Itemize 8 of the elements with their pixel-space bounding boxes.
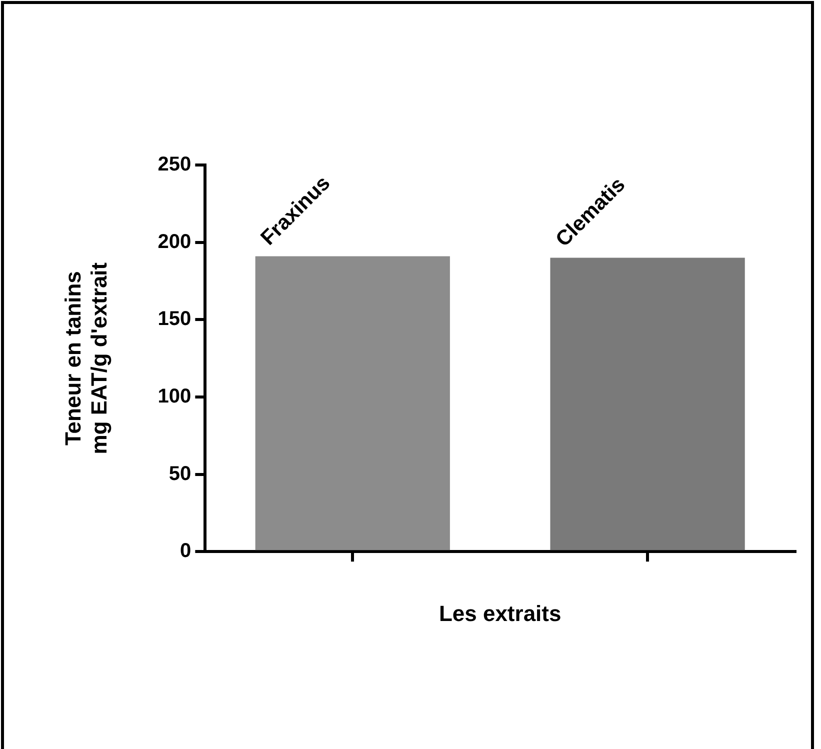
x-axis-title: Les extraits [438,600,562,626]
y-tick-label: 0 [180,540,192,562]
y-tick-label: 150 [158,308,192,330]
y-axis-title: Teneur en tanins mg EAT/g d'extrait [60,262,112,454]
y-tick-label: 100 [158,385,192,408]
y-tick-label: 50 [168,462,192,485]
y-tick-label: 200 [158,230,192,253]
y-tick-label: 250 [158,154,192,176]
